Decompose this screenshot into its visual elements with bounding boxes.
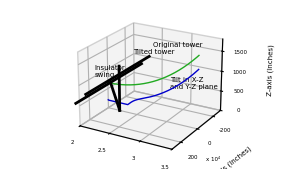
Y-axis label: Y-Axis (Inches): Y-Axis (Inches) [209, 145, 253, 169]
Text: x 10⁴: x 10⁴ [206, 157, 220, 162]
